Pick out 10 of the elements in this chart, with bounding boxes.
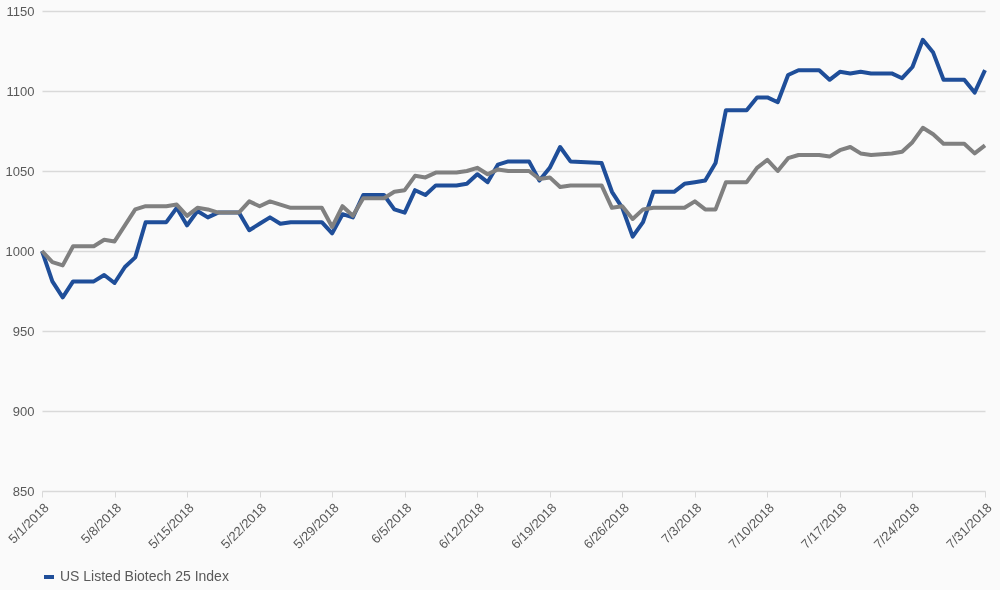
- y-tick-label: 850: [12, 483, 35, 499]
- y-tick-label: 1000: [5, 243, 35, 259]
- y-tick-label: 1150: [6, 3, 35, 19]
- line-series: [40, 37, 987, 300]
- y-tick-label: 1050: [5, 163, 35, 179]
- legend-label: US Listed Biotech 25 Index: [60, 568, 229, 584]
- line-series: [40, 125, 987, 268]
- y-tick-label: 900: [12, 403, 35, 419]
- y-tick-label: 950: [12, 323, 35, 339]
- y-tick-label: 1100: [6, 83, 35, 99]
